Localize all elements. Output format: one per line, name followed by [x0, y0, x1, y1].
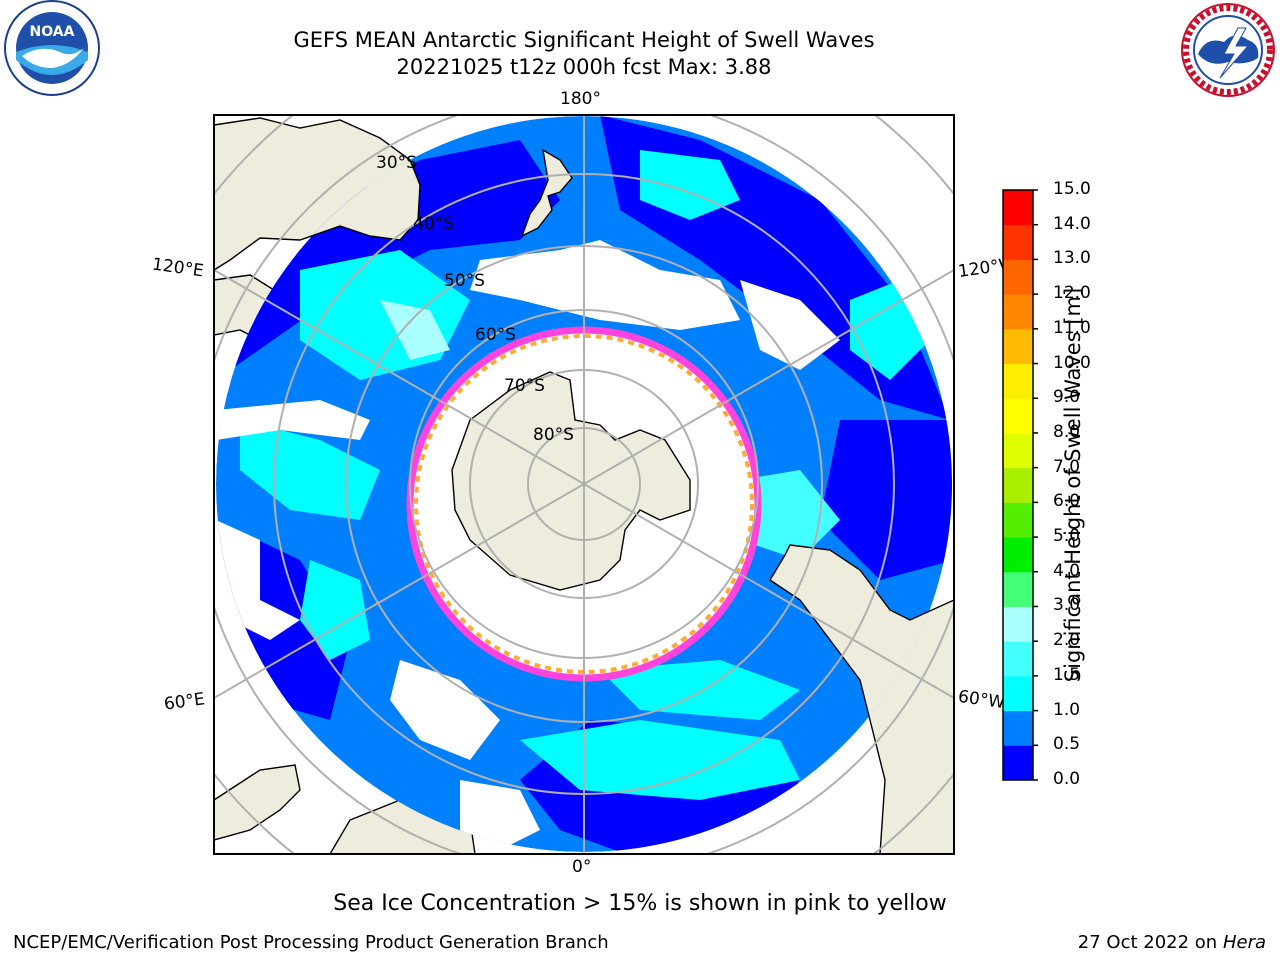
colorbar-tick-label: 0.0 [1053, 769, 1081, 789]
colorbar-swatch [1003, 606, 1033, 642]
footer-branch: NCEP/EMC/Verification Post Processing Pr… [13, 932, 609, 953]
lon-label-0: 0° [572, 857, 592, 877]
colorbar-tick-label: 12.0 [1053, 283, 1091, 304]
colorbar-tick-label: 9.0 [1053, 387, 1081, 408]
antarctica-land [451, 371, 691, 591]
map-frame [213, 114, 955, 855]
colorbar-tick-label: 4.0 [1053, 560, 1081, 581]
colorbar-swatch [1003, 294, 1033, 330]
colorbar-swatch [1003, 641, 1033, 677]
lat-label-30s: 30°S [376, 153, 417, 173]
footer-date-text: 27 Oct 2022 on [1077, 932, 1223, 953]
colorbar-tick-label: 8.0 [1053, 421, 1081, 442]
noaa-logo: NOAA [4, 0, 100, 96]
map-subtitle: 20221025 t12z 000h fcst Max: 3.88 [396, 55, 772, 79]
colorbar-swatch [1003, 571, 1033, 607]
colorbar-tick-label: 11.0 [1053, 317, 1091, 338]
colorbar-tick-label: 5.0 [1053, 526, 1081, 547]
lon-label-180: 180° [560, 89, 601, 109]
colorbar-tick-label: 0.5 [1053, 734, 1081, 755]
lat-label-70s: 70°S [504, 376, 545, 396]
colorbar-swatch [1003, 224, 1033, 260]
colorbar-label: Significant Height of Swell Waves [m] [1061, 287, 1085, 683]
lat-label-60s: 60°S [475, 325, 516, 345]
colorbar-tick-label: 6.0 [1053, 491, 1081, 512]
colorbar-tick-label: 13.0 [1053, 248, 1091, 269]
colorbar-tick-label: 2.0 [1053, 630, 1081, 651]
colorbar-swatch [1003, 432, 1033, 469]
longitude-gridlines [214, 115, 954, 854]
colorbar-tick-label: 3.0 [1053, 595, 1081, 616]
map-title: GEFS MEAN Antarctic Significant Height o… [293, 28, 875, 52]
footer-host: Hera [1222, 932, 1266, 953]
colorbar-tick-label: 7.0 [1053, 456, 1081, 477]
colorbar-swatch [1003, 710, 1033, 746]
footer-date: 27 Oct 2022 on Hera [1078, 932, 1266, 953]
colorbar-swatch [1003, 467, 1033, 503]
nws-logo [1181, 3, 1275, 97]
colorbar-swatch [1003, 259, 1033, 295]
colorbar-swatch [1003, 675, 1033, 712]
colorbar-tick-label: 15.0 [1053, 179, 1091, 199]
colorbar-swatch [1003, 398, 1033, 434]
colorbar-tick-label: 1.5 [1053, 664, 1081, 685]
colorbar-swatch [1003, 363, 1033, 399]
colorbar-swatch [1003, 537, 1033, 573]
colorbar-swatch [1003, 745, 1033, 781]
svg-text:NOAA: NOAA [30, 24, 75, 40]
colorbar-swatch [1003, 328, 1033, 365]
lat-label-50s: 50°S [444, 271, 485, 291]
colorbar-tick-label: 10.0 [1053, 352, 1091, 373]
colorbar-tick-label: 14.0 [1053, 213, 1091, 234]
colorbar-swatch [1003, 502, 1033, 538]
colorbar-frame [1002, 189, 1034, 781]
lat-label-80s: 80°S [533, 425, 574, 445]
colorbar [1002, 189, 1038, 781]
colorbar-swatch [1003, 190, 1033, 226]
lat-label-40s: 40°S [413, 214, 454, 234]
colorbar-tick-label: 1.0 [1053, 699, 1081, 720]
sea-ice-note: Sea Ice Concentration > 15% is shown in … [333, 891, 947, 916]
